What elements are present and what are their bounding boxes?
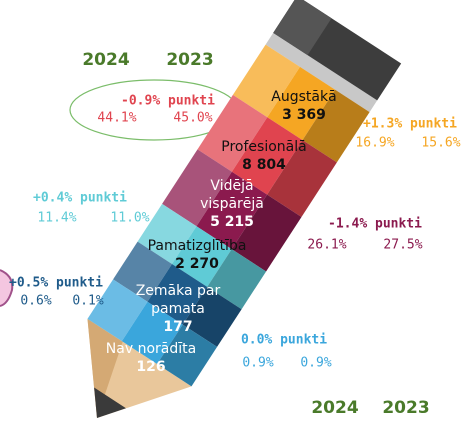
segment-label: Zemāka par	[136, 283, 221, 299]
infographic: 2024 2023 2024 2023 Augstākā 3 369 +1.3% p…	[0, 0, 467, 432]
segment-label: vispārējā	[200, 196, 264, 212]
year: 2024	[82, 50, 129, 70]
share-2023: 0.9%	[300, 356, 331, 371]
change-label: 0.0% punkti	[241, 333, 327, 348]
share-2023: 0.1%	[72, 294, 103, 309]
segment-label: Nav norādīta	[106, 341, 196, 357]
year: 2024	[311, 398, 358, 418]
share-2024: 44.1%	[97, 111, 136, 126]
year: 2023	[382, 398, 429, 418]
share-2023: 27.5%	[383, 238, 422, 253]
share-2023: 11.0%	[110, 211, 149, 226]
share-2024: 26.1%	[307, 238, 346, 253]
segment-count: 2 270	[175, 256, 219, 272]
change-label: -0.9% punkti	[121, 94, 215, 109]
change-label: -1.4% punkti	[328, 217, 422, 232]
segment-count: 8 804	[242, 157, 286, 173]
segment-label: Vidējā	[210, 178, 253, 194]
share-2023: 15.6%	[421, 136, 460, 151]
segment-count: 5 215	[210, 214, 254, 230]
share-2024: 11.4%	[37, 211, 76, 226]
segment-label: Pamatizglītība	[148, 238, 247, 254]
segment-label: Augstākā	[271, 89, 336, 105]
segment-count: 177	[163, 319, 192, 335]
segment-label: Profesionālā	[221, 139, 306, 155]
change-label: +1.3% punkti	[363, 117, 457, 132]
share-2024: 16.9%	[355, 136, 394, 151]
segment-count: 3 369	[282, 107, 326, 123]
share-2023: 45.0%	[173, 111, 212, 126]
year: 2023	[166, 50, 213, 70]
share-2024: 0.6%	[20, 294, 51, 309]
change-label: +0.4% punkti	[33, 191, 127, 206]
share-2024: 0.9%	[242, 356, 273, 371]
change-label: +0.5% punkti	[9, 276, 103, 291]
segment-label: pamata	[151, 301, 205, 317]
segment-count: 126	[136, 359, 165, 375]
